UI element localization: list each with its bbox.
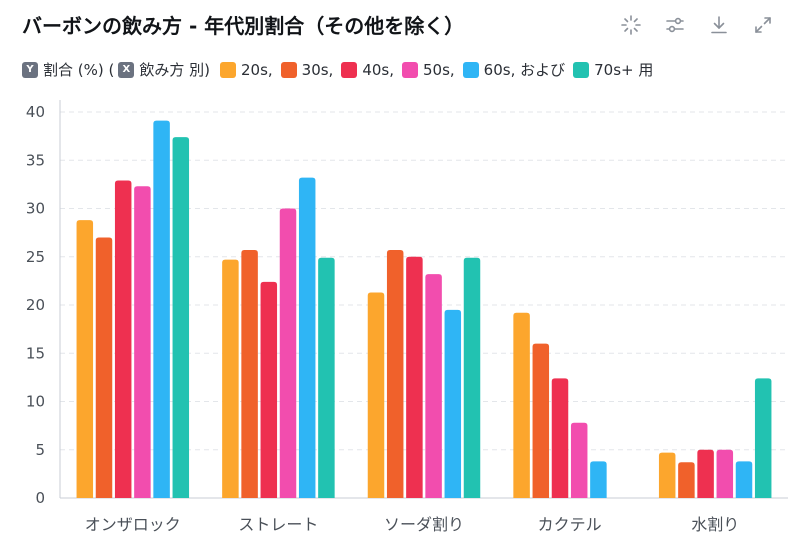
legend-label: 60s, および xyxy=(483,61,566,79)
legend-swatch xyxy=(280,61,297,78)
bar xyxy=(318,257,335,498)
bar xyxy=(367,292,385,498)
legend-item[interactable]: 50s, xyxy=(402,61,455,79)
bar xyxy=(697,449,714,498)
legend-label: 40s, xyxy=(362,60,394,79)
sliders-icon[interactable] xyxy=(660,12,690,38)
legend-swatch xyxy=(573,61,590,78)
bar xyxy=(590,461,607,498)
bar xyxy=(513,312,530,498)
chart-toolbar xyxy=(616,12,778,38)
y-tick-label: 0 xyxy=(35,489,45,507)
download-icon[interactable] xyxy=(704,12,734,38)
sparkle-icon[interactable] xyxy=(616,12,646,38)
legend-item[interactable]: 70s+ 用 xyxy=(573,59,653,80)
y-tick-label: 40 xyxy=(26,103,45,121)
legend-swatch xyxy=(341,61,358,78)
bar xyxy=(260,281,278,498)
legend-item[interactable]: 20s, xyxy=(219,60,273,79)
bar xyxy=(134,186,151,498)
bar xyxy=(570,422,588,498)
y-tick-label: 30 xyxy=(26,200,45,218)
legend-y-text: 割合 (%) ( xyxy=(43,61,115,79)
bar xyxy=(754,378,772,498)
legend-label: 20s, xyxy=(240,60,273,79)
bar xyxy=(222,259,239,498)
x-tick-label: オンザロック xyxy=(85,515,181,534)
bar xyxy=(406,256,423,498)
bar xyxy=(463,257,481,498)
y-tick-label: 10 xyxy=(26,393,45,411)
legend-swatch xyxy=(402,61,418,78)
bar xyxy=(532,343,550,498)
legend-label: 70s+ 用 xyxy=(594,61,654,79)
bar xyxy=(298,177,316,498)
bar xyxy=(95,237,113,498)
legend-swatch xyxy=(462,61,479,78)
y-tick-label: 15 xyxy=(26,344,45,362)
bar xyxy=(678,462,695,498)
x-tick-label: カクテル xyxy=(538,515,602,534)
bar xyxy=(114,180,132,498)
bar xyxy=(279,208,297,498)
x-axis-key-icon: X xyxy=(118,61,135,78)
legend-label: 30s, xyxy=(301,60,334,79)
bar xyxy=(444,309,462,498)
chart-title: バーボンの飲み方 - 年代別割合（その他を除く） xyxy=(22,14,465,38)
y-tick-label: 20 xyxy=(26,296,45,314)
legend-swatch xyxy=(219,61,236,78)
bar xyxy=(551,378,569,498)
legend-label: 50s, xyxy=(423,60,455,79)
legend-item[interactable]: 30s, xyxy=(280,60,334,79)
legend-x-text: 飲み方 別) xyxy=(139,61,210,79)
y-tick-label: 35 xyxy=(26,151,45,169)
x-tick-label: ストレート xyxy=(238,515,318,534)
chart-legend: Y 割合 (%) ( X 飲み方 別) 20s, 30s, 40s, 50s, 60s,… xyxy=(22,59,661,80)
x-tick-label: 水割り xyxy=(691,515,739,534)
bar xyxy=(76,220,94,498)
expand-icon[interactable] xyxy=(748,12,778,38)
bar xyxy=(658,452,676,498)
legend-item[interactable]: 40s, xyxy=(341,61,394,79)
bar xyxy=(241,249,258,498)
bar xyxy=(716,449,734,498)
x-tick-label: ソーダ割り xyxy=(384,515,464,534)
bar xyxy=(735,461,753,498)
bar xyxy=(425,274,442,498)
bar xyxy=(172,137,190,498)
legend-item[interactable]: 60s, および xyxy=(462,59,566,80)
y-tick-label: 5 xyxy=(35,441,45,459)
bar xyxy=(386,249,404,498)
bar xyxy=(153,120,170,498)
y-tick-label: 25 xyxy=(26,248,45,266)
y-axis-key-icon: Y xyxy=(22,61,38,78)
